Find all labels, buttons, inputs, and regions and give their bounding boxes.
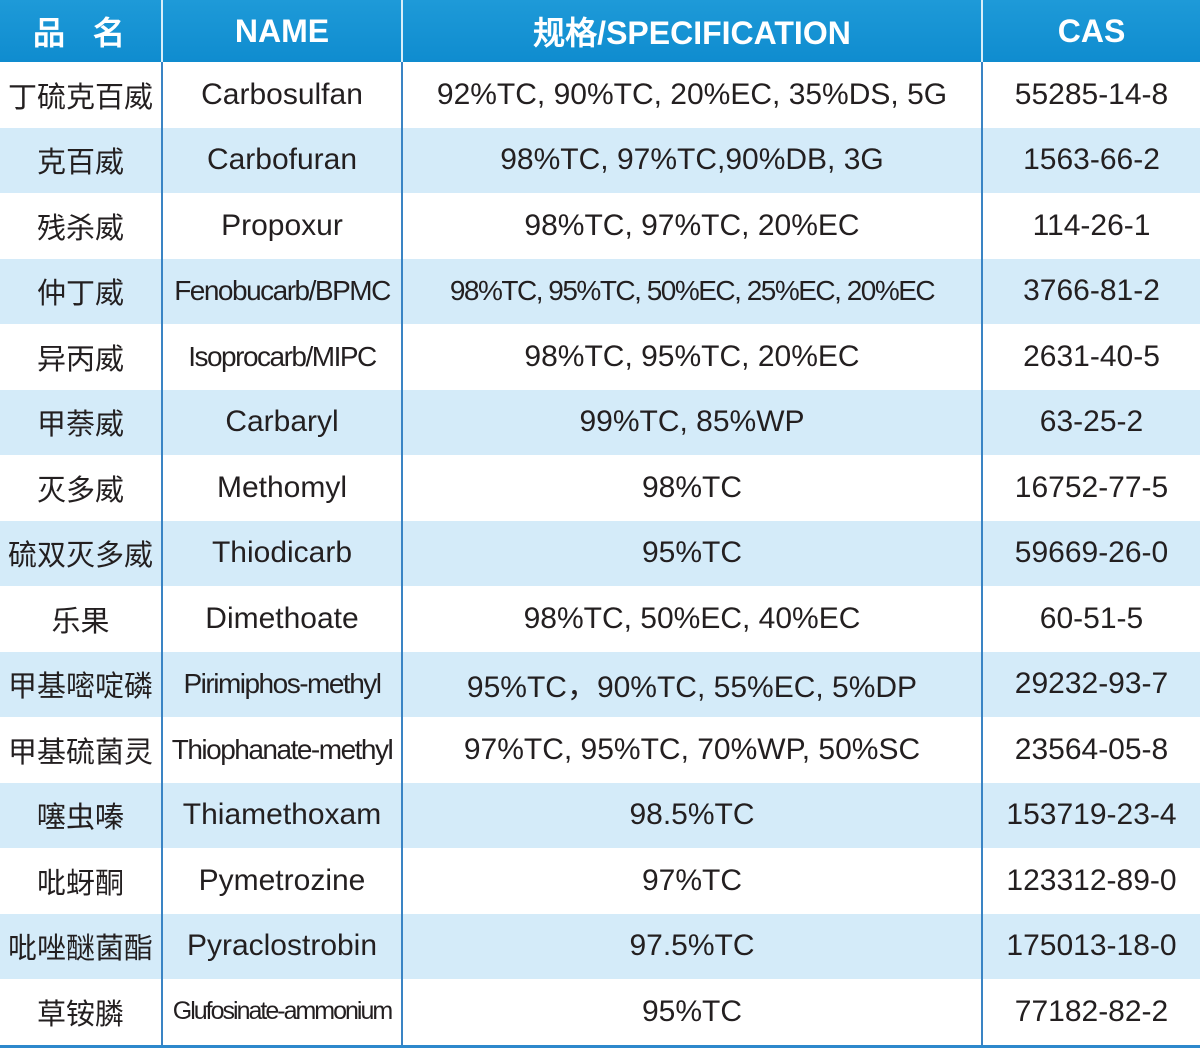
cell-name: Pyraclostrobin [161,913,402,979]
table-row: 异丙威 Isoprocarb/MIPC 98%TC, 95%TC, 20%EC 263… [0,324,1200,390]
header-specification: 规格/SPECIFICATION [401,0,982,62]
cell-name: Carbaryl [161,389,402,455]
cell-cas: 23564-05-8 [981,717,1200,783]
header-chinese-name: 品名 [0,0,162,62]
table-row: 甲基硫菌灵 Thiophanate-methyl 97%TC, 95%TC, 70%… [0,717,1200,783]
cell-cas: 1563-66-2 [981,127,1200,193]
cell-cas: 77182-82-2 [981,979,1200,1048]
cell-name: Carbofuran [161,127,402,193]
cell-chinese-name: 异丙威 [36,343,124,376]
cell-specification: 95%TC [401,979,982,1048]
cell-cas: 60-51-5 [981,586,1200,652]
table-row: 硫双灭多威 Thiodicarb 95%TC 59669-26-0 [0,520,1200,586]
header-name: NAME [161,0,402,62]
cell-cas: 55285-14-8 [981,62,1200,128]
cell-cas: 114-26-1 [981,193,1200,259]
table-row: 甲萘威 Carbaryl 99%TC, 85%WP 63-25-2 [0,389,1200,455]
cell-name: Carbosulfan [161,62,402,128]
table-row: 吡蚜酮 Pymetrozine 97%TC 123312-89-0 [0,848,1200,914]
cell-specification: 97%TC [401,848,982,914]
header-row: 品名 NAME 规格/SPECIFICATION CAS [0,0,1200,62]
cell-specification: 98%TC, 95%TC, 20%EC [401,324,982,390]
cell-specification: 98%TC, 97%TC, 20%EC [401,193,982,259]
cell-specification: 98.5%TC [401,782,982,848]
cell-chinese-name: 甲基嘧啶磷 [0,651,162,717]
cell-chinese-name: 仲丁威 [0,258,162,324]
cell-chinese-name: 甲萘威 [0,389,162,455]
cell-cas: 29232-93-7 [981,651,1200,717]
cell-cas: 175013-18-0 [981,913,1200,979]
table-row: 丁硫克百威 Carbosulfan 92%TC, 90%TC, 20%EC, 35%… [0,62,1200,128]
cell-name: Thiamethoxam [161,782,402,848]
cell-cas: 2631-40-5 [981,324,1200,390]
cell-specification: 95%TC [401,520,982,586]
cell-chinese-name: 硫双灭多威 [0,520,162,586]
header-cas: CAS [981,0,1200,62]
cell-name: Fenobucarb/BPMC [161,258,402,324]
cell-name: Glufosinate-ammonium [161,979,402,1048]
cell-chinese-name: 草铵膦 [0,979,162,1048]
cell-chinese-name: 丁硫克百威 [7,81,153,114]
table-row: 仲丁威 Fenobucarb/BPMC 98%TC, 95%TC, 50%EC, 2… [0,258,1200,324]
cell-specification: 97%TC, 95%TC, 70%WP, 50%SC [401,717,982,783]
cell-chinese-name: 吡唑醚菌酯 [0,913,162,979]
cell-name: Dimethoate [161,586,402,652]
cell-specification: 92%TC, 90%TC, 20%EC, 35%DS, 5G [401,62,982,128]
cell-cas: 63-25-2 [981,389,1200,455]
table-row: 吡唑醚菌酯 Pyraclostrobin 97.5%TC 175013-18-0 [0,913,1200,979]
cell-cas: 16752-77-5 [981,455,1200,521]
cell-name: Isoprocarb/MIPC [161,324,402,390]
cell-chinese-name: 乐果 [51,605,110,638]
table-row: 残杀威 Propoxur 98%TC, 97%TC, 20%EC 114-26-1 [0,193,1200,259]
cell-cas: 3766-81-2 [981,258,1200,324]
cell-chinese-name: 克百威 [0,127,162,193]
cell-chinese-name: 甲基硫菌灵 [7,736,153,769]
cell-specification: 98%TC, 50%EC, 40%EC [401,586,982,652]
cell-name: Pymetrozine [161,848,402,914]
cell-cas: 59669-26-0 [981,520,1200,586]
cell-specification: 98%TC, 95%TC, 50%EC, 25%EC, 20%EC [401,258,982,324]
table-row: 乐果 Dimethoate 98%TC, 50%EC, 40%EC 60-51-5 [0,586,1200,652]
cell-name: Thiophanate-methyl [161,717,402,783]
cell-specification: 99%TC, 85%WP [401,389,982,455]
cell-cas: 153719-23-4 [981,782,1200,848]
table-row: 草铵膦 Glufosinate-ammonium 95%TC 77182-82-2 [0,979,1200,1048]
cell-cas: 123312-89-0 [981,848,1200,914]
cell-chinese-name: 吡蚜酮 [36,867,124,900]
table-row: 灭多威 Methomyl 98%TC 16752-77-5 [0,455,1200,521]
cell-specification: 98%TC, 97%TC,90%DB, 3G [401,127,982,193]
cell-name: Thiodicarb [161,520,402,586]
table-row: 克百威 Carbofuran 98%TC, 97%TC,90%DB, 3G 1563-… [0,127,1200,193]
table-row: 噻虫嗪 Thiamethoxam 98.5%TC 153719-23-4 [0,782,1200,848]
cell-name: Propoxur [161,193,402,259]
cell-chinese-name: 灭多威 [36,474,124,507]
cell-specification: 97.5%TC [401,913,982,979]
cell-name: Methomyl [161,455,402,521]
table-row: 甲基嘧啶磷 Pirimiphos-methyl 95%TC，90%TC, 55%EC… [0,651,1200,717]
cell-chinese-name: 残杀威 [36,212,124,245]
cell-specification: 98%TC [401,455,982,521]
cell-chinese-name: 噻虫嗪 [0,782,162,848]
cell-specification: 95%TC，90%TC, 55%EC, 5%DP [401,651,982,717]
cell-name: Pirimiphos-methyl [161,651,402,717]
